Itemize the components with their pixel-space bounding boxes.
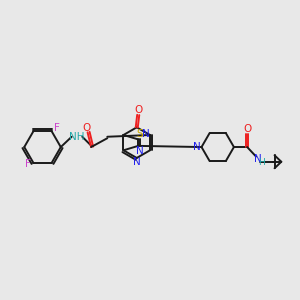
Text: N: N	[193, 142, 201, 152]
Text: F: F	[54, 123, 60, 133]
Text: H: H	[258, 158, 265, 167]
Text: S: S	[136, 129, 143, 140]
Text: F: F	[25, 159, 31, 169]
Text: N: N	[254, 154, 262, 164]
Text: NH: NH	[69, 132, 85, 142]
Text: N: N	[133, 157, 141, 167]
Text: O: O	[82, 123, 91, 133]
Text: O: O	[135, 105, 143, 115]
Text: O: O	[244, 124, 252, 134]
Text: N: N	[136, 146, 143, 156]
Text: N: N	[142, 129, 150, 140]
